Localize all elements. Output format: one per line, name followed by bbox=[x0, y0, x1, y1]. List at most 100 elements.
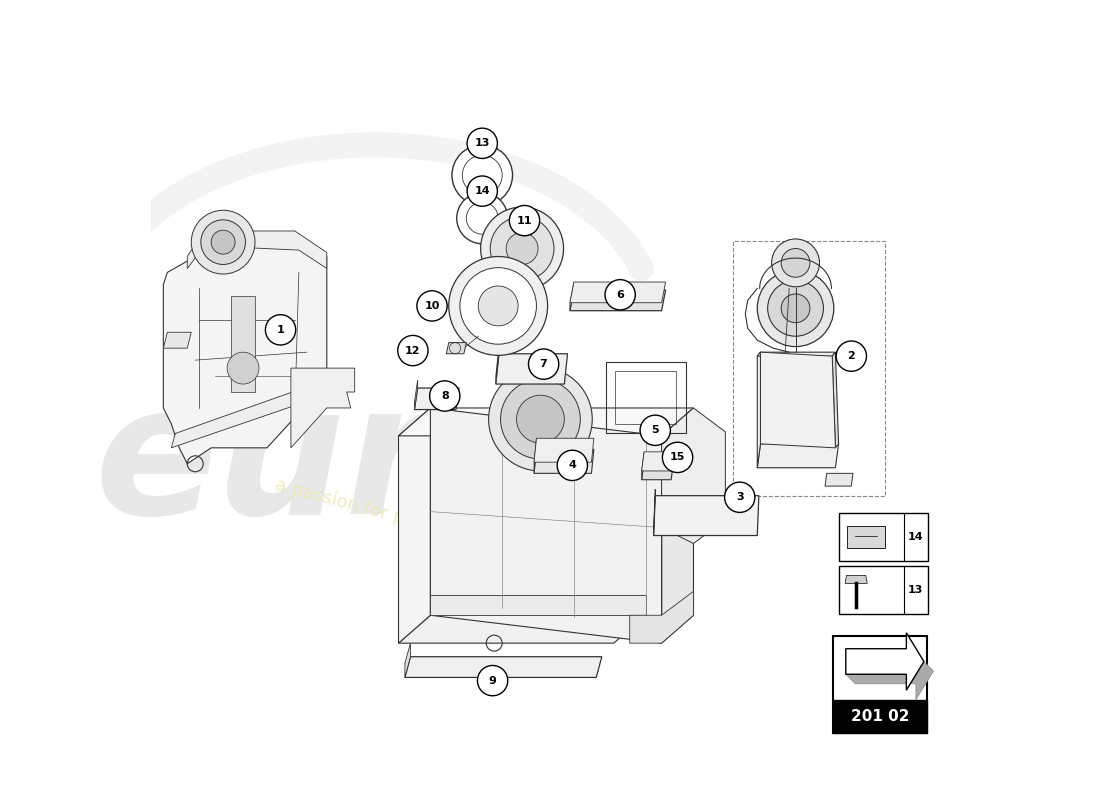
Polygon shape bbox=[641, 461, 673, 480]
Text: 201 02: 201 02 bbox=[850, 709, 910, 724]
Circle shape bbox=[771, 239, 820, 286]
Circle shape bbox=[506, 233, 538, 265]
Circle shape bbox=[201, 220, 245, 265]
Polygon shape bbox=[398, 408, 430, 643]
Text: 14: 14 bbox=[908, 532, 923, 542]
Polygon shape bbox=[653, 496, 759, 535]
Circle shape bbox=[398, 335, 428, 366]
Polygon shape bbox=[845, 575, 867, 583]
Polygon shape bbox=[833, 352, 838, 448]
Circle shape bbox=[781, 249, 810, 278]
Text: 8: 8 bbox=[441, 391, 449, 401]
Text: 1: 1 bbox=[277, 325, 285, 335]
Polygon shape bbox=[535, 438, 594, 462]
Circle shape bbox=[452, 145, 513, 206]
Polygon shape bbox=[430, 595, 646, 615]
Circle shape bbox=[449, 257, 548, 355]
Circle shape bbox=[558, 450, 587, 481]
Circle shape bbox=[836, 341, 867, 371]
FancyBboxPatch shape bbox=[838, 514, 928, 561]
Polygon shape bbox=[415, 388, 459, 410]
FancyBboxPatch shape bbox=[847, 526, 884, 548]
Text: 5: 5 bbox=[651, 426, 659, 435]
Polygon shape bbox=[290, 368, 354, 448]
Circle shape bbox=[478, 286, 518, 326]
Polygon shape bbox=[846, 662, 934, 700]
Polygon shape bbox=[661, 408, 693, 643]
Polygon shape bbox=[163, 332, 191, 348]
Circle shape bbox=[662, 442, 693, 473]
FancyBboxPatch shape bbox=[833, 700, 927, 734]
Circle shape bbox=[757, 270, 834, 346]
Polygon shape bbox=[757, 352, 835, 356]
Polygon shape bbox=[496, 346, 499, 384]
Text: 12: 12 bbox=[405, 346, 420, 355]
Circle shape bbox=[768, 281, 824, 336]
Polygon shape bbox=[398, 408, 693, 436]
Circle shape bbox=[491, 217, 554, 281]
Circle shape bbox=[466, 202, 498, 234]
Circle shape bbox=[468, 128, 497, 158]
Circle shape bbox=[417, 290, 448, 321]
Circle shape bbox=[481, 207, 563, 290]
Polygon shape bbox=[570, 282, 574, 310]
Polygon shape bbox=[757, 444, 838, 468]
Polygon shape bbox=[405, 643, 410, 678]
Polygon shape bbox=[496, 354, 568, 384]
Circle shape bbox=[528, 349, 559, 379]
Circle shape bbox=[640, 415, 670, 446]
Polygon shape bbox=[653, 490, 656, 535]
Polygon shape bbox=[398, 615, 646, 643]
Circle shape bbox=[517, 395, 564, 443]
Text: 9: 9 bbox=[488, 676, 496, 686]
Text: 15: 15 bbox=[670, 452, 685, 462]
Circle shape bbox=[460, 268, 537, 344]
Polygon shape bbox=[825, 474, 852, 486]
Polygon shape bbox=[570, 282, 666, 302]
Circle shape bbox=[430, 381, 460, 411]
Circle shape bbox=[500, 379, 581, 459]
Polygon shape bbox=[231, 296, 255, 392]
Text: 14: 14 bbox=[474, 186, 490, 196]
Circle shape bbox=[456, 193, 508, 244]
Polygon shape bbox=[757, 352, 760, 468]
Circle shape bbox=[211, 230, 235, 254]
Circle shape bbox=[265, 314, 296, 345]
Text: 13: 13 bbox=[908, 585, 923, 594]
Polygon shape bbox=[846, 633, 924, 690]
Circle shape bbox=[781, 294, 810, 322]
Circle shape bbox=[462, 155, 503, 195]
Polygon shape bbox=[415, 380, 418, 410]
Polygon shape bbox=[187, 231, 327, 269]
Text: euro: euro bbox=[95, 376, 559, 552]
FancyBboxPatch shape bbox=[833, 636, 927, 734]
Circle shape bbox=[468, 176, 497, 206]
Text: 3: 3 bbox=[736, 492, 744, 502]
Polygon shape bbox=[570, 290, 666, 310]
Polygon shape bbox=[661, 408, 725, 543]
Text: 2: 2 bbox=[847, 351, 855, 361]
Text: 6: 6 bbox=[616, 290, 624, 300]
Polygon shape bbox=[760, 352, 835, 448]
Circle shape bbox=[227, 352, 258, 384]
Circle shape bbox=[488, 367, 592, 471]
Text: 4: 4 bbox=[569, 460, 576, 470]
Polygon shape bbox=[405, 657, 602, 678]
Polygon shape bbox=[447, 342, 466, 354]
Text: a passion for parts since 1985: a passion for parts since 1985 bbox=[273, 476, 540, 563]
Text: 7: 7 bbox=[540, 359, 548, 369]
Polygon shape bbox=[430, 408, 661, 643]
Text: 13: 13 bbox=[474, 138, 490, 148]
Circle shape bbox=[605, 280, 636, 310]
Polygon shape bbox=[641, 452, 673, 471]
Text: 10: 10 bbox=[425, 301, 440, 311]
Polygon shape bbox=[535, 438, 537, 474]
Circle shape bbox=[725, 482, 755, 513]
Polygon shape bbox=[163, 233, 327, 464]
FancyBboxPatch shape bbox=[838, 566, 928, 614]
Text: 11: 11 bbox=[517, 216, 532, 226]
Polygon shape bbox=[641, 452, 645, 480]
Polygon shape bbox=[172, 384, 315, 448]
Circle shape bbox=[509, 206, 540, 236]
Circle shape bbox=[191, 210, 255, 274]
